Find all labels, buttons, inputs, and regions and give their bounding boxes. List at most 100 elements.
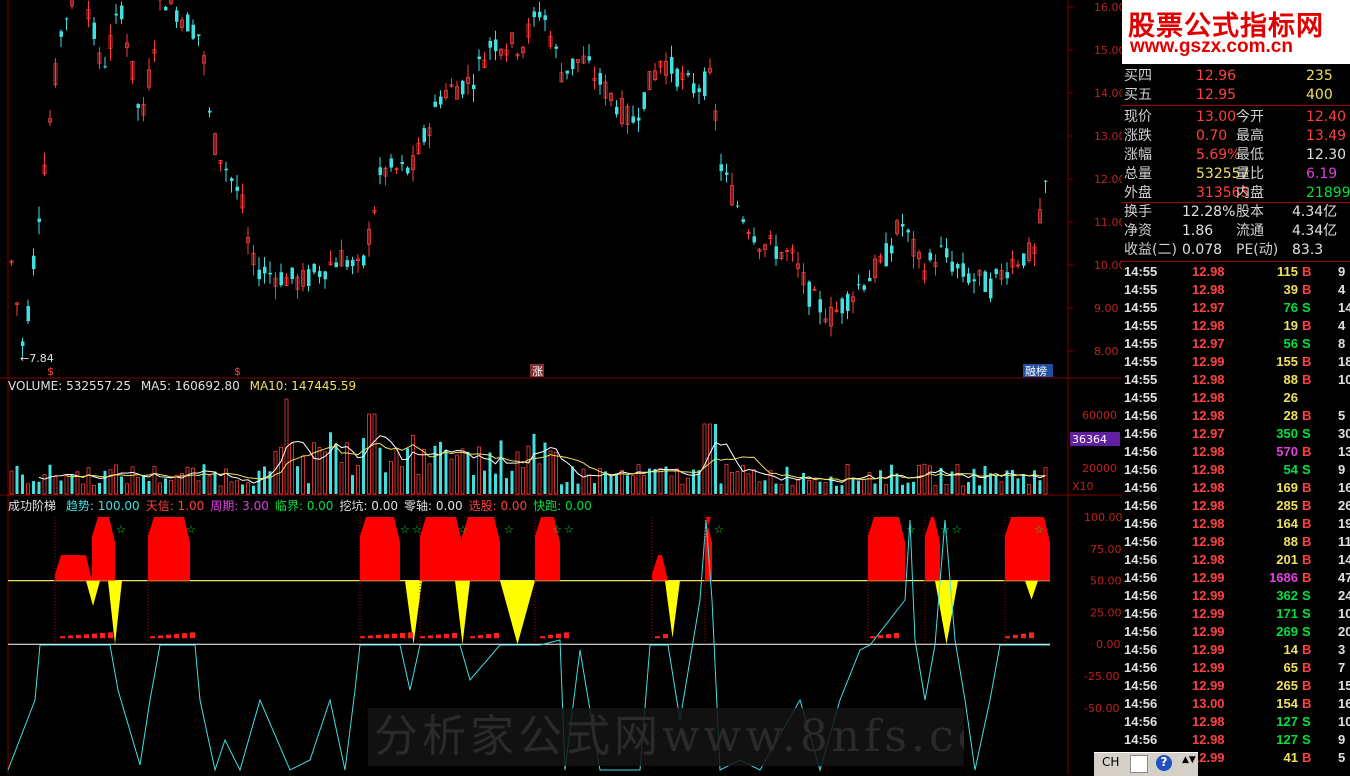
candle-body-down — [818, 299, 822, 313]
volume-bar — [213, 471, 217, 494]
volume-bar — [367, 413, 371, 495]
tick-t: 14:56 — [1124, 606, 1158, 621]
tick-row[interactable]: 14:56 12.98 127 S 10 — [1122, 713, 1350, 731]
tick-row[interactable]: 14:56 12.99 362 S 24 — [1122, 587, 1350, 605]
tick-row[interactable]: 14:55 12.98 115 B 9 — [1122, 263, 1350, 281]
ime-indicator[interactable]: CH — [1102, 755, 1120, 769]
volume-bar — [867, 472, 872, 495]
tick-row[interactable]: 14:56 12.99 265 B 15 — [1122, 677, 1350, 695]
volume-bar — [152, 466, 157, 495]
candle-body-down — [554, 46, 558, 49]
tick-row[interactable]: 14:56 12.98 201 B 14 — [1122, 551, 1350, 569]
volume-bar — [108, 469, 113, 495]
volume-bar — [224, 468, 228, 495]
candle-body-up — [708, 67, 712, 73]
volume-bar — [273, 451, 278, 495]
candle-body-down — [103, 66, 107, 68]
indicator-step-bar — [60, 636, 65, 639]
tick-v: 76 — [1283, 300, 1298, 315]
tick-p: 12.98 — [1192, 516, 1225, 531]
volume-bar — [307, 483, 310, 494]
help-icon[interactable]: ? — [1156, 755, 1172, 771]
quote-summary: 现价 13.00 今开 12.40 涨跌 0.70 最高 13.49 涨幅 5.69% 最低 12.3… — [1122, 106, 1350, 202]
tick-row[interactable]: 14:55 12.97 56 S 8 — [1122, 335, 1350, 353]
tick-row[interactable]: 14:56 12.98 285 B 26 — [1122, 497, 1350, 515]
candle-body-up — [895, 220, 899, 234]
tick-row[interactable]: 14:56 12.99 1686 B 47 — [1122, 569, 1350, 587]
kline-chart-area[interactable]: 16.00 15.00 14.00 13.00 12.00 11.00 10.00 9.00 8… — [0, 0, 1122, 775]
tick-t: 14:56 — [1124, 696, 1158, 711]
quote-v2: 4.34亿 — [1292, 204, 1338, 220]
indicator-star: ☆ — [564, 523, 574, 536]
tick-row[interactable]: 14:56 12.99 14 B 3 — [1122, 641, 1350, 659]
indicator-axis-label: 50.00 — [1090, 575, 1122, 588]
tick-list[interactable]: 14:55 12.98 115 B 9 14:55 12.98 39 B 4 14:55 12.97 7… — [1122, 263, 1350, 775]
volume-bar — [735, 471, 740, 495]
tick-row[interactable]: 14:56 12.97 350 S 30 — [1122, 425, 1350, 443]
candle-body-down — [26, 306, 30, 322]
tick-row[interactable]: 14:55 12.98 26 — [1122, 389, 1350, 407]
volume-bar — [235, 480, 239, 495]
candle-body-up — [680, 72, 685, 80]
tray-arrow-icon[interactable]: ▲▼ — [1182, 755, 1196, 765]
tick-row[interactable]: 14:56 13.00 154 B 16 — [1122, 695, 1350, 713]
tick-v: 88 — [1283, 372, 1298, 387]
volume-bar — [257, 470, 261, 494]
indicator-step-bar — [655, 636, 660, 639]
volume-bar — [125, 483, 129, 495]
volume-bar — [686, 477, 690, 495]
tick-row[interactable]: 14:55 12.97 76 S 14 — [1122, 299, 1350, 317]
keyboard-icon[interactable] — [1130, 755, 1148, 773]
candle-body-up — [125, 42, 129, 48]
tick-row[interactable]: 14:56 12.99 65 B 7 — [1122, 659, 1350, 677]
candle-body-up — [466, 76, 470, 84]
volume-bar — [1038, 480, 1042, 494]
volume-bar — [42, 474, 47, 495]
volume-bar — [890, 464, 893, 494]
volume-bar — [48, 464, 52, 494]
tick-row[interactable]: 14:56 12.98 28 B 5 — [1122, 407, 1350, 425]
tick-row[interactable]: 14:56 12.98 54 S 9 — [1122, 461, 1350, 479]
candle-body-up — [647, 71, 652, 91]
volume-bar — [967, 482, 970, 494]
chart-canvas[interactable]: 16.00 15.00 14.00 13.00 12.00 11.00 10.00 9.00 8… — [0, 0, 1122, 775]
volume-bar — [802, 472, 805, 494]
volume-bar — [120, 476, 123, 494]
tick-t: 14:55 — [1124, 336, 1158, 351]
indicator-axis-label: 25.00 — [1090, 606, 1122, 619]
quote-v2: 12.40 — [1306, 109, 1347, 125]
tick-row[interactable]: 14:56 12.98 88 B 11 — [1122, 533, 1350, 551]
candle-body-up — [796, 263, 800, 269]
tick-p: 12.98 — [1192, 462, 1225, 477]
tick-row[interactable]: 14:55 12.98 88 B 10 — [1122, 371, 1350, 389]
volume-bar — [296, 466, 299, 494]
volume-bar — [1005, 470, 1009, 494]
candle-body-down — [967, 273, 971, 283]
tick-row[interactable]: 14:56 12.99 171 S 10 — [1122, 605, 1350, 623]
tick-row[interactable]: 14:56 12.98 169 B 16 — [1122, 479, 1350, 497]
candle-body-down — [263, 266, 267, 274]
tick-p: 12.98 — [1192, 444, 1225, 459]
candle-body-down — [692, 83, 696, 94]
candle-body-up — [295, 276, 300, 290]
candle-body-down — [461, 80, 465, 95]
quote-v2: 6.19 — [1306, 166, 1338, 182]
tick-row[interactable]: 14:55 12.98 19 B 4 — [1122, 317, 1350, 335]
quote-l1: 涨跌 — [1124, 128, 1152, 144]
volume-bar — [763, 480, 767, 494]
tick-row[interactable]: 14:56 12.99 269 S 20 — [1122, 623, 1350, 641]
tick-row[interactable]: 14:56 12.98 164 B 19 — [1122, 515, 1350, 533]
tick-v: 154 — [1276, 696, 1298, 711]
volume-bar — [746, 473, 751, 495]
tick-row[interactable]: 14:56 12.98 127 S 9 — [1122, 731, 1350, 749]
volume-bar — [708, 423, 712, 495]
tick-row[interactable]: 14:56 12.98 570 B 13 — [1122, 443, 1350, 461]
candle-body-up — [977, 269, 982, 276]
volume-bar — [202, 464, 206, 494]
volume-bar — [494, 473, 497, 494]
quote-l1: 现价 — [1124, 109, 1152, 125]
tick-row[interactable]: 14:55 12.99 155 B 18 — [1122, 353, 1350, 371]
tick-row[interactable]: 14:55 12.98 39 B 4 — [1122, 281, 1350, 299]
candle-body-up — [251, 252, 256, 266]
indicator-red-block — [535, 517, 560, 581]
